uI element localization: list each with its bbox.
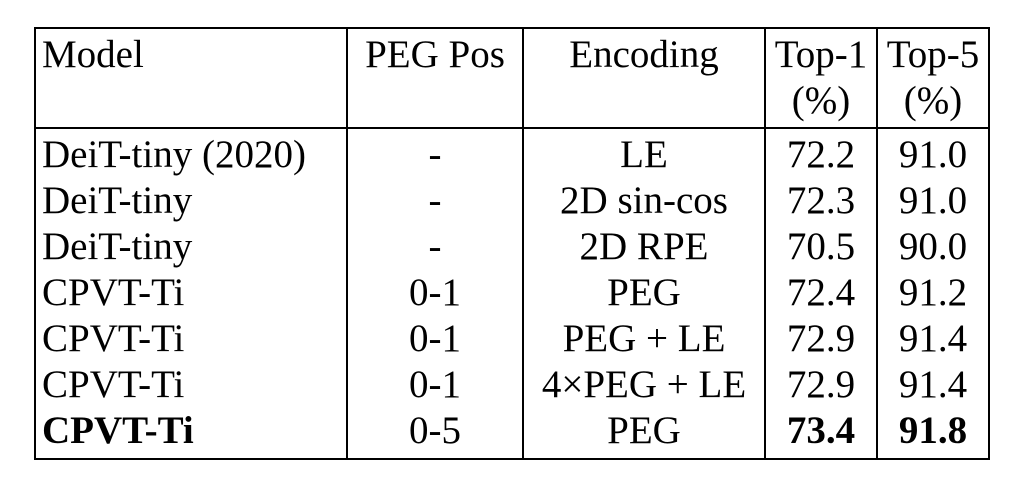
cell-model: DeiT-tiny (2020)	[34, 128, 348, 178]
cell-top5: 91.4	[876, 362, 990, 408]
table-row: CPVT-Ti 0-1 4×PEG + LE 72.9 91.4	[34, 362, 990, 408]
cell-top1: 73.4	[764, 408, 878, 460]
cell-encoding: PEG + LE	[522, 316, 766, 362]
cell-top5: 91.4	[876, 316, 990, 362]
cell-top1: 70.5	[764, 224, 878, 270]
cell-peg-pos: -	[346, 128, 524, 178]
cell-model: CPVT-Ti	[34, 270, 348, 316]
header-encoding: Encoding	[522, 27, 766, 78]
cell-peg-pos: 0-5	[346, 408, 524, 460]
cell-top5: 91.0	[876, 178, 990, 224]
header-top5: Top-5	[876, 27, 990, 78]
table-row: DeiT-tiny - 2D sin-cos 72.3 91.0	[34, 178, 990, 224]
cell-model: CPVT-Ti	[34, 408, 348, 460]
cell-top1: 72.9	[764, 362, 878, 408]
table-row: CPVT-Ti 0-1 PEG + LE 72.9 91.4	[34, 316, 990, 362]
header-peg-pos-blank	[346, 78, 524, 129]
cell-top5: 90.0	[876, 224, 990, 270]
results-table: Model PEG Pos Encoding Top-1 Top-5 (%) (…	[34, 27, 990, 460]
cell-peg-pos: -	[346, 224, 524, 270]
cell-top5: 91.0	[876, 128, 990, 178]
cell-peg-pos: 0-1	[346, 270, 524, 316]
header-top5-unit: (%)	[876, 78, 990, 129]
cell-encoding: PEG	[522, 270, 766, 316]
table-row: DeiT-tiny - 2D RPE 70.5 90.0	[34, 224, 990, 270]
table-row: CPVT-Ti 0-1 PEG 72.4 91.2	[34, 270, 990, 316]
header-row: Model PEG Pos Encoding Top-1 Top-5	[34, 27, 990, 78]
cell-encoding: 4×PEG + LE	[522, 362, 766, 408]
cell-top5: 91.8	[876, 408, 990, 460]
table-body: DeiT-tiny (2020) - LE 72.2 91.0 DeiT-tin…	[34, 128, 990, 460]
header-model: Model	[34, 27, 348, 78]
cell-encoding: 2D sin-cos	[522, 178, 766, 224]
cell-encoding: PEG	[522, 408, 766, 460]
cell-top5: 91.2	[876, 270, 990, 316]
cell-peg-pos: -	[346, 178, 524, 224]
header-top1: Top-1	[764, 27, 878, 78]
cell-model: CPVT-Ti	[34, 362, 348, 408]
cell-top1: 72.9	[764, 316, 878, 362]
cell-peg-pos: 0-1	[346, 316, 524, 362]
header-encoding-blank	[522, 78, 766, 129]
cell-top1: 72.3	[764, 178, 878, 224]
table-row: DeiT-tiny (2020) - LE 72.2 91.0	[34, 128, 990, 178]
cell-model: DeiT-tiny	[34, 224, 348, 270]
cell-model: CPVT-Ti	[34, 316, 348, 362]
cell-encoding: LE	[522, 128, 766, 178]
cell-model: DeiT-tiny	[34, 178, 348, 224]
header-model-blank	[34, 78, 348, 129]
table-row-best: CPVT-Ti 0-5 PEG 73.4 91.8	[34, 408, 990, 460]
cell-top1: 72.2	[764, 128, 878, 178]
header-row-units: (%) (%)	[34, 78, 990, 129]
header-top1-unit: (%)	[764, 78, 878, 129]
table-header: Model PEG Pos Encoding Top-1 Top-5 (%) (…	[34, 27, 990, 129]
header-peg-pos: PEG Pos	[346, 27, 524, 78]
cell-top1: 72.4	[764, 270, 878, 316]
cell-encoding: 2D RPE	[522, 224, 766, 270]
cell-peg-pos: 0-1	[346, 362, 524, 408]
